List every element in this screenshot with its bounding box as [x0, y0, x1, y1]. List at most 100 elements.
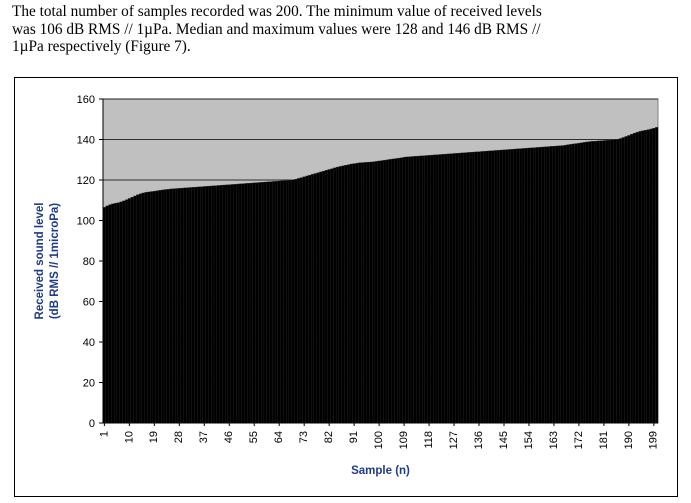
bar — [111, 203, 115, 424]
bar — [241, 183, 245, 424]
bar — [463, 152, 467, 424]
bar — [183, 187, 187, 424]
bar — [266, 181, 270, 424]
bar — [555, 145, 559, 424]
x-tick-label: 46 — [223, 431, 235, 443]
x-tick-label: 73 — [298, 431, 310, 443]
bar — [158, 190, 162, 424]
bar — [105, 205, 109, 424]
bar — [352, 163, 356, 424]
bar — [360, 162, 365, 424]
bar — [630, 134, 634, 424]
bar — [619, 138, 623, 424]
bar — [541, 146, 545, 424]
bar — [505, 149, 509, 424]
bar — [288, 180, 292, 424]
bar — [180, 187, 184, 424]
bar — [485, 150, 489, 424]
bar — [194, 186, 198, 424]
bar — [577, 143, 581, 424]
bar — [125, 199, 129, 424]
bar — [396, 157, 401, 424]
bar — [313, 173, 317, 424]
x-tick-label: 199 — [648, 431, 660, 449]
bar — [466, 152, 470, 424]
bar — [319, 171, 323, 424]
bar — [483, 151, 487, 424]
bar — [330, 168, 334, 424]
bar — [469, 152, 473, 424]
x-tick-label: 190 — [623, 431, 635, 449]
x-tick-label: 37 — [198, 431, 210, 443]
bar — [641, 130, 645, 424]
bar — [355, 163, 359, 424]
bar — [416, 155, 420, 424]
bar — [607, 139, 612, 424]
paragraph-line: The total number of samples recorded was… — [12, 3, 542, 20]
bar — [302, 176, 306, 424]
x-tick-label: 19 — [148, 431, 160, 443]
bar — [150, 191, 154, 424]
bar — [616, 139, 620, 424]
bar — [338, 166, 342, 424]
x-tick-label: 163 — [548, 431, 560, 449]
paragraph-line: 1µPa respectively (Figure 7). — [12, 38, 191, 55]
bar — [119, 201, 123, 424]
x-tick-labels: 1 10 19 28 37 46 55 64 73 82 91 100 109 118 127 136 145 1… — [98, 431, 659, 449]
x-tick-label: 172 — [573, 431, 585, 449]
bar — [163, 189, 168, 424]
bar — [230, 184, 234, 424]
bar — [638, 131, 642, 424]
bar — [258, 182, 262, 424]
bar — [413, 156, 417, 424]
bar — [516, 148, 520, 424]
bar — [582, 142, 587, 424]
bar — [255, 182, 259, 424]
bar — [333, 167, 337, 424]
bar — [621, 137, 625, 424]
bar — [166, 189, 170, 424]
bar — [291, 179, 295, 424]
bar — [480, 151, 484, 424]
bar — [324, 170, 328, 424]
bar — [574, 143, 578, 424]
bar — [238, 183, 242, 424]
intro-paragraph: The total number of samples recorded was… — [12, 3, 682, 56]
bar — [399, 157, 403, 424]
x-tick-label: 154 — [523, 431, 535, 449]
y-tick-label: 40 — [83, 337, 95, 349]
bar — [649, 128, 653, 424]
x-tick-label: 118 — [423, 431, 435, 449]
bar — [402, 157, 406, 424]
y-tick-label: 160 — [77, 94, 95, 106]
bar — [144, 192, 148, 424]
bar — [227, 184, 231, 424]
bar — [277, 180, 281, 424]
bar — [635, 132, 639, 424]
bar — [591, 141, 595, 424]
y-tick-label: 80 — [83, 256, 95, 268]
bar — [285, 180, 290, 424]
y-tick-label: 20 — [83, 378, 95, 390]
bar — [327, 169, 331, 424]
x-tick-label: 64 — [273, 431, 285, 443]
x-tick-label: 1 — [98, 431, 110, 437]
x-tick-label: 100 — [373, 431, 385, 449]
bar — [141, 192, 145, 424]
bar — [388, 159, 392, 424]
bar — [646, 129, 650, 424]
bar — [116, 202, 120, 424]
bar — [133, 195, 137, 424]
bar — [427, 155, 431, 424]
bar — [205, 186, 209, 424]
bar — [372, 161, 376, 424]
bar — [585, 141, 589, 424]
bar — [610, 139, 614, 424]
x-tick-label: 55 — [248, 431, 260, 443]
bars — [102, 127, 659, 424]
bar — [449, 153, 453, 424]
bar — [247, 183, 251, 424]
x-tick-label: 136 — [473, 431, 485, 449]
bar — [599, 140, 603, 424]
bar — [602, 140, 606, 424]
